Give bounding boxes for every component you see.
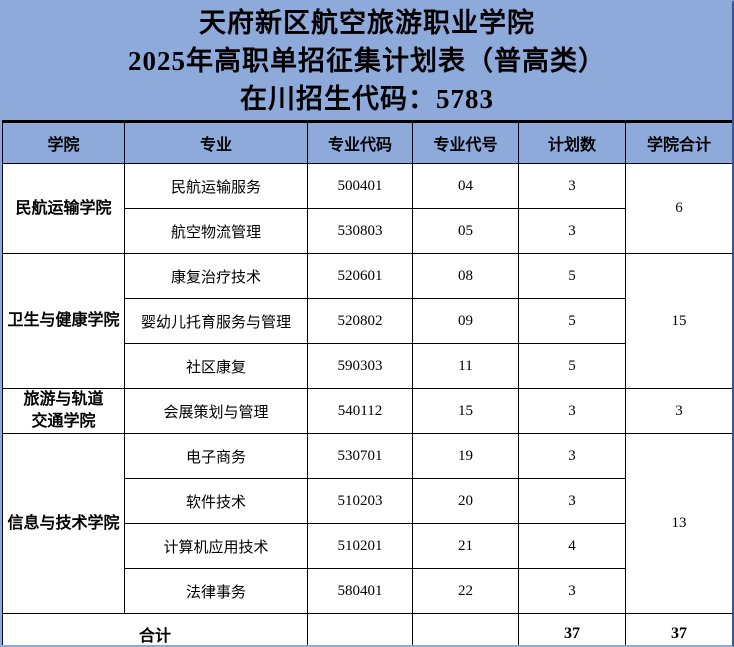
plan-count-cell: 3 xyxy=(518,208,626,254)
grand-total-college: 37 xyxy=(625,613,732,645)
major-code-cell: 580401 xyxy=(307,568,413,614)
college-total-cell: 15 xyxy=(625,253,732,389)
table-row: 旅游与轨道 交通学院 会展策划与管理 540112 15 3 3 xyxy=(2,388,732,434)
college-cell: 旅游与轨道 交通学院 xyxy=(2,388,125,434)
header-major-no: 专业代号 xyxy=(412,122,519,164)
plan-count-cell: 3 xyxy=(518,388,626,434)
plan-count-cell: 3 xyxy=(518,568,626,614)
college-cell: 民航运输学院 xyxy=(2,163,125,254)
college-total-cell: 6 xyxy=(625,163,732,254)
major-no-cell: 08 xyxy=(412,253,519,299)
admission-code: 在川招生代码：5783 xyxy=(240,84,494,114)
major-code-cell: 530701 xyxy=(307,433,413,479)
major-code-cell: 520802 xyxy=(307,298,413,344)
table-row: 航空物流管理 530803 05 3 xyxy=(3,208,733,254)
grand-total-plan: 37 xyxy=(518,613,626,645)
header-major-code: 专业代码 xyxy=(307,122,413,164)
table-row: 软件技术 510203 20 3 xyxy=(3,478,733,524)
header-college-total: 学院合计 xyxy=(625,122,732,164)
college-cell: 信息与技术学院 xyxy=(2,433,125,614)
header-row: 学院 专业 专业代码 专业代号 计划数 学院合计 xyxy=(2,122,732,164)
grand-total-label: 合计 xyxy=(2,613,308,645)
major-no-cell: 11 xyxy=(412,343,519,389)
empty-cell xyxy=(412,613,519,645)
major-cell: 软件技术 xyxy=(124,478,308,524)
major-cell: 计算机应用技术 xyxy=(124,523,308,569)
major-code-cell: 540112 xyxy=(307,388,413,434)
enrollment-table: 学院 专业 专业代码 专业代号 计划数 学院合计 民航运输学院 民航运输服务 5… xyxy=(2,122,733,645)
major-no-cell: 20 xyxy=(412,478,519,524)
major-cell: 法律事务 xyxy=(124,568,308,614)
major-no-cell: 21 xyxy=(412,523,519,569)
plan-count-cell: 4 xyxy=(518,523,626,569)
major-no-cell: 09 xyxy=(412,298,519,344)
major-code-cell: 510201 xyxy=(307,523,413,569)
major-code-cell: 500401 xyxy=(307,163,413,209)
major-code-cell: 510203 xyxy=(307,478,413,524)
empty-cell xyxy=(307,613,413,645)
major-code-cell: 590303 xyxy=(307,343,413,389)
major-cell: 航空物流管理 xyxy=(124,208,308,254)
plan-count-cell: 3 xyxy=(518,433,626,479)
college-total-cell: 13 xyxy=(625,433,732,614)
major-no-cell: 15 xyxy=(412,388,519,434)
grand-total-row: 合计 37 37 xyxy=(2,613,732,645)
plan-count-cell: 5 xyxy=(518,298,626,344)
major-code-cell: 520601 xyxy=(307,253,413,299)
major-code-cell: 530803 xyxy=(307,208,413,254)
header-major: 专业 xyxy=(124,122,308,164)
school-name: 天府新区航空旅游职业学院 xyxy=(199,8,535,38)
table-row: 卫生与健康学院 康复治疗技术 520601 08 5 15 xyxy=(2,253,732,389)
major-cell: 婴幼儿托育服务与管理 xyxy=(124,298,308,344)
college-cell: 卫生与健康学院 xyxy=(2,253,125,389)
major-cell: 电子商务 xyxy=(124,433,308,479)
sheet-title-block: 天府新区航空旅游职业学院 2025年高职单招征集计划表（普高类） 在川招生代码：… xyxy=(2,2,732,122)
table-row: 民航运输学院 民航运输服务 500401 04 3 6 xyxy=(2,163,732,254)
table-row: 社区康复 590303 11 5 xyxy=(3,343,733,389)
header-plan-count: 计划数 xyxy=(518,122,626,164)
major-cell: 民航运输服务 xyxy=(124,163,308,209)
plan-count-cell: 5 xyxy=(518,343,626,389)
table-row: 婴幼儿托育服务与管理 520802 09 5 xyxy=(3,298,733,344)
header-college: 学院 xyxy=(2,122,125,164)
table-row: 法律事务 580401 22 3 xyxy=(3,568,733,614)
plan-count-cell: 3 xyxy=(518,478,626,524)
major-cell: 会展策划与管理 xyxy=(124,388,308,434)
major-no-cell: 22 xyxy=(412,568,519,614)
sheet-subtitle: 2025年高职单招征集计划表（普高类） xyxy=(128,46,606,76)
major-cell: 社区康复 xyxy=(124,343,308,389)
plan-count-cell: 5 xyxy=(518,253,626,299)
table-row: 计算机应用技术 510201 21 4 xyxy=(3,523,733,569)
major-no-cell: 05 xyxy=(412,208,519,254)
major-no-cell: 04 xyxy=(412,163,519,209)
plan-count-cell: 3 xyxy=(518,163,626,209)
college-total-cell: 3 xyxy=(625,388,732,434)
major-cell: 康复治疗技术 xyxy=(124,253,308,299)
table-row: 信息与技术学院 电子商务 530701 19 3 13 xyxy=(2,433,732,614)
major-no-cell: 19 xyxy=(412,433,519,479)
